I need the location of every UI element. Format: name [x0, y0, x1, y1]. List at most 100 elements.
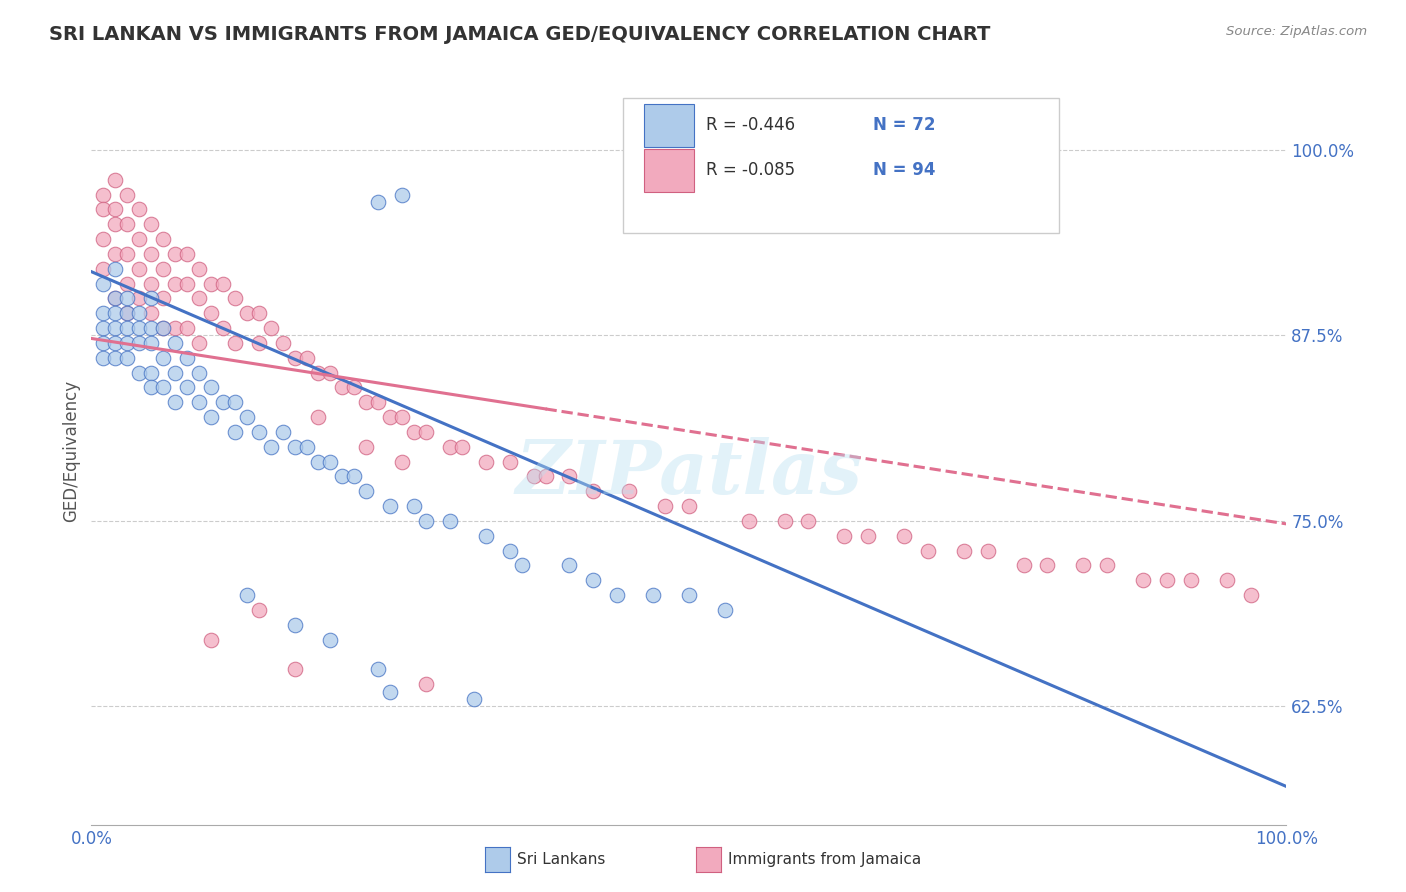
Text: Immigrants from Jamaica: Immigrants from Jamaica [728, 853, 921, 867]
Point [93, 321, 114, 335]
Point [558, 558, 581, 573]
Point [115, 306, 138, 320]
Point [104, 335, 127, 350]
Point [259, 440, 281, 454]
Point [917, 543, 939, 558]
Point [307, 410, 329, 425]
Point [235, 306, 259, 320]
Point [1071, 558, 1094, 573]
Point [128, 202, 150, 217]
Point [128, 292, 150, 306]
Point [534, 469, 557, 483]
Point [284, 351, 307, 365]
Point [343, 469, 366, 483]
Point [141, 306, 162, 320]
Point [176, 277, 198, 291]
FancyBboxPatch shape [644, 103, 693, 147]
Point [104, 261, 127, 276]
Point [141, 277, 162, 291]
Point [141, 366, 162, 380]
Point [498, 454, 520, 468]
Text: Source: ZipAtlas.com: Source: ZipAtlas.com [1226, 25, 1367, 38]
Point [332, 380, 354, 394]
Point [224, 395, 246, 409]
Point [474, 529, 498, 543]
Point [141, 321, 162, 335]
Point [354, 395, 377, 409]
Point [1012, 558, 1035, 573]
Point [104, 292, 127, 306]
Point [247, 425, 270, 439]
Point [391, 454, 413, 468]
Point [152, 321, 174, 335]
Point [104, 321, 127, 335]
Point [176, 321, 198, 335]
Point [152, 321, 174, 335]
Point [163, 247, 186, 261]
Text: N = 72: N = 72 [873, 116, 935, 135]
Point [367, 395, 389, 409]
Point [115, 292, 138, 306]
Point [93, 306, 114, 320]
Point [104, 351, 127, 365]
Point [354, 484, 377, 499]
Point [187, 395, 211, 409]
Point [211, 395, 233, 409]
Point [510, 558, 533, 573]
Point [319, 366, 342, 380]
Point [247, 335, 270, 350]
Point [176, 380, 198, 394]
Point [404, 499, 426, 513]
Text: R = -0.085: R = -0.085 [706, 161, 794, 179]
Point [235, 410, 259, 425]
Point [953, 543, 976, 558]
Point [654, 499, 676, 513]
Point [976, 543, 998, 558]
Point [378, 684, 402, 698]
Point [619, 484, 641, 499]
Text: Sri Lankans: Sri Lankans [517, 853, 606, 867]
Point [200, 306, 222, 320]
Point [354, 440, 377, 454]
Point [104, 202, 127, 217]
Point [247, 603, 270, 617]
Point [152, 351, 174, 365]
Point [187, 335, 211, 350]
Point [271, 335, 294, 350]
Point [93, 277, 114, 291]
Point [463, 692, 485, 706]
Point [141, 335, 162, 350]
Point [104, 292, 127, 306]
Point [391, 187, 413, 202]
Point [115, 351, 138, 365]
Point [773, 514, 796, 528]
Point [176, 351, 198, 365]
Point [582, 574, 605, 588]
Point [271, 425, 294, 439]
Point [128, 306, 150, 320]
Point [284, 662, 307, 676]
Point [295, 440, 318, 454]
Point [247, 306, 270, 320]
FancyBboxPatch shape [644, 148, 693, 192]
Point [93, 335, 114, 350]
Point [259, 321, 281, 335]
Point [832, 529, 855, 543]
Point [104, 247, 127, 261]
Point [128, 366, 150, 380]
Point [211, 277, 233, 291]
Point [141, 380, 162, 394]
Point [224, 335, 246, 350]
Point [678, 499, 700, 513]
Point [141, 247, 162, 261]
Point [141, 292, 162, 306]
Point [319, 454, 342, 468]
Point [284, 440, 307, 454]
Point [498, 543, 520, 558]
Point [152, 232, 174, 246]
Point [115, 335, 138, 350]
Point [714, 603, 737, 617]
Point [211, 321, 233, 335]
Point [152, 380, 174, 394]
Point [606, 588, 628, 602]
